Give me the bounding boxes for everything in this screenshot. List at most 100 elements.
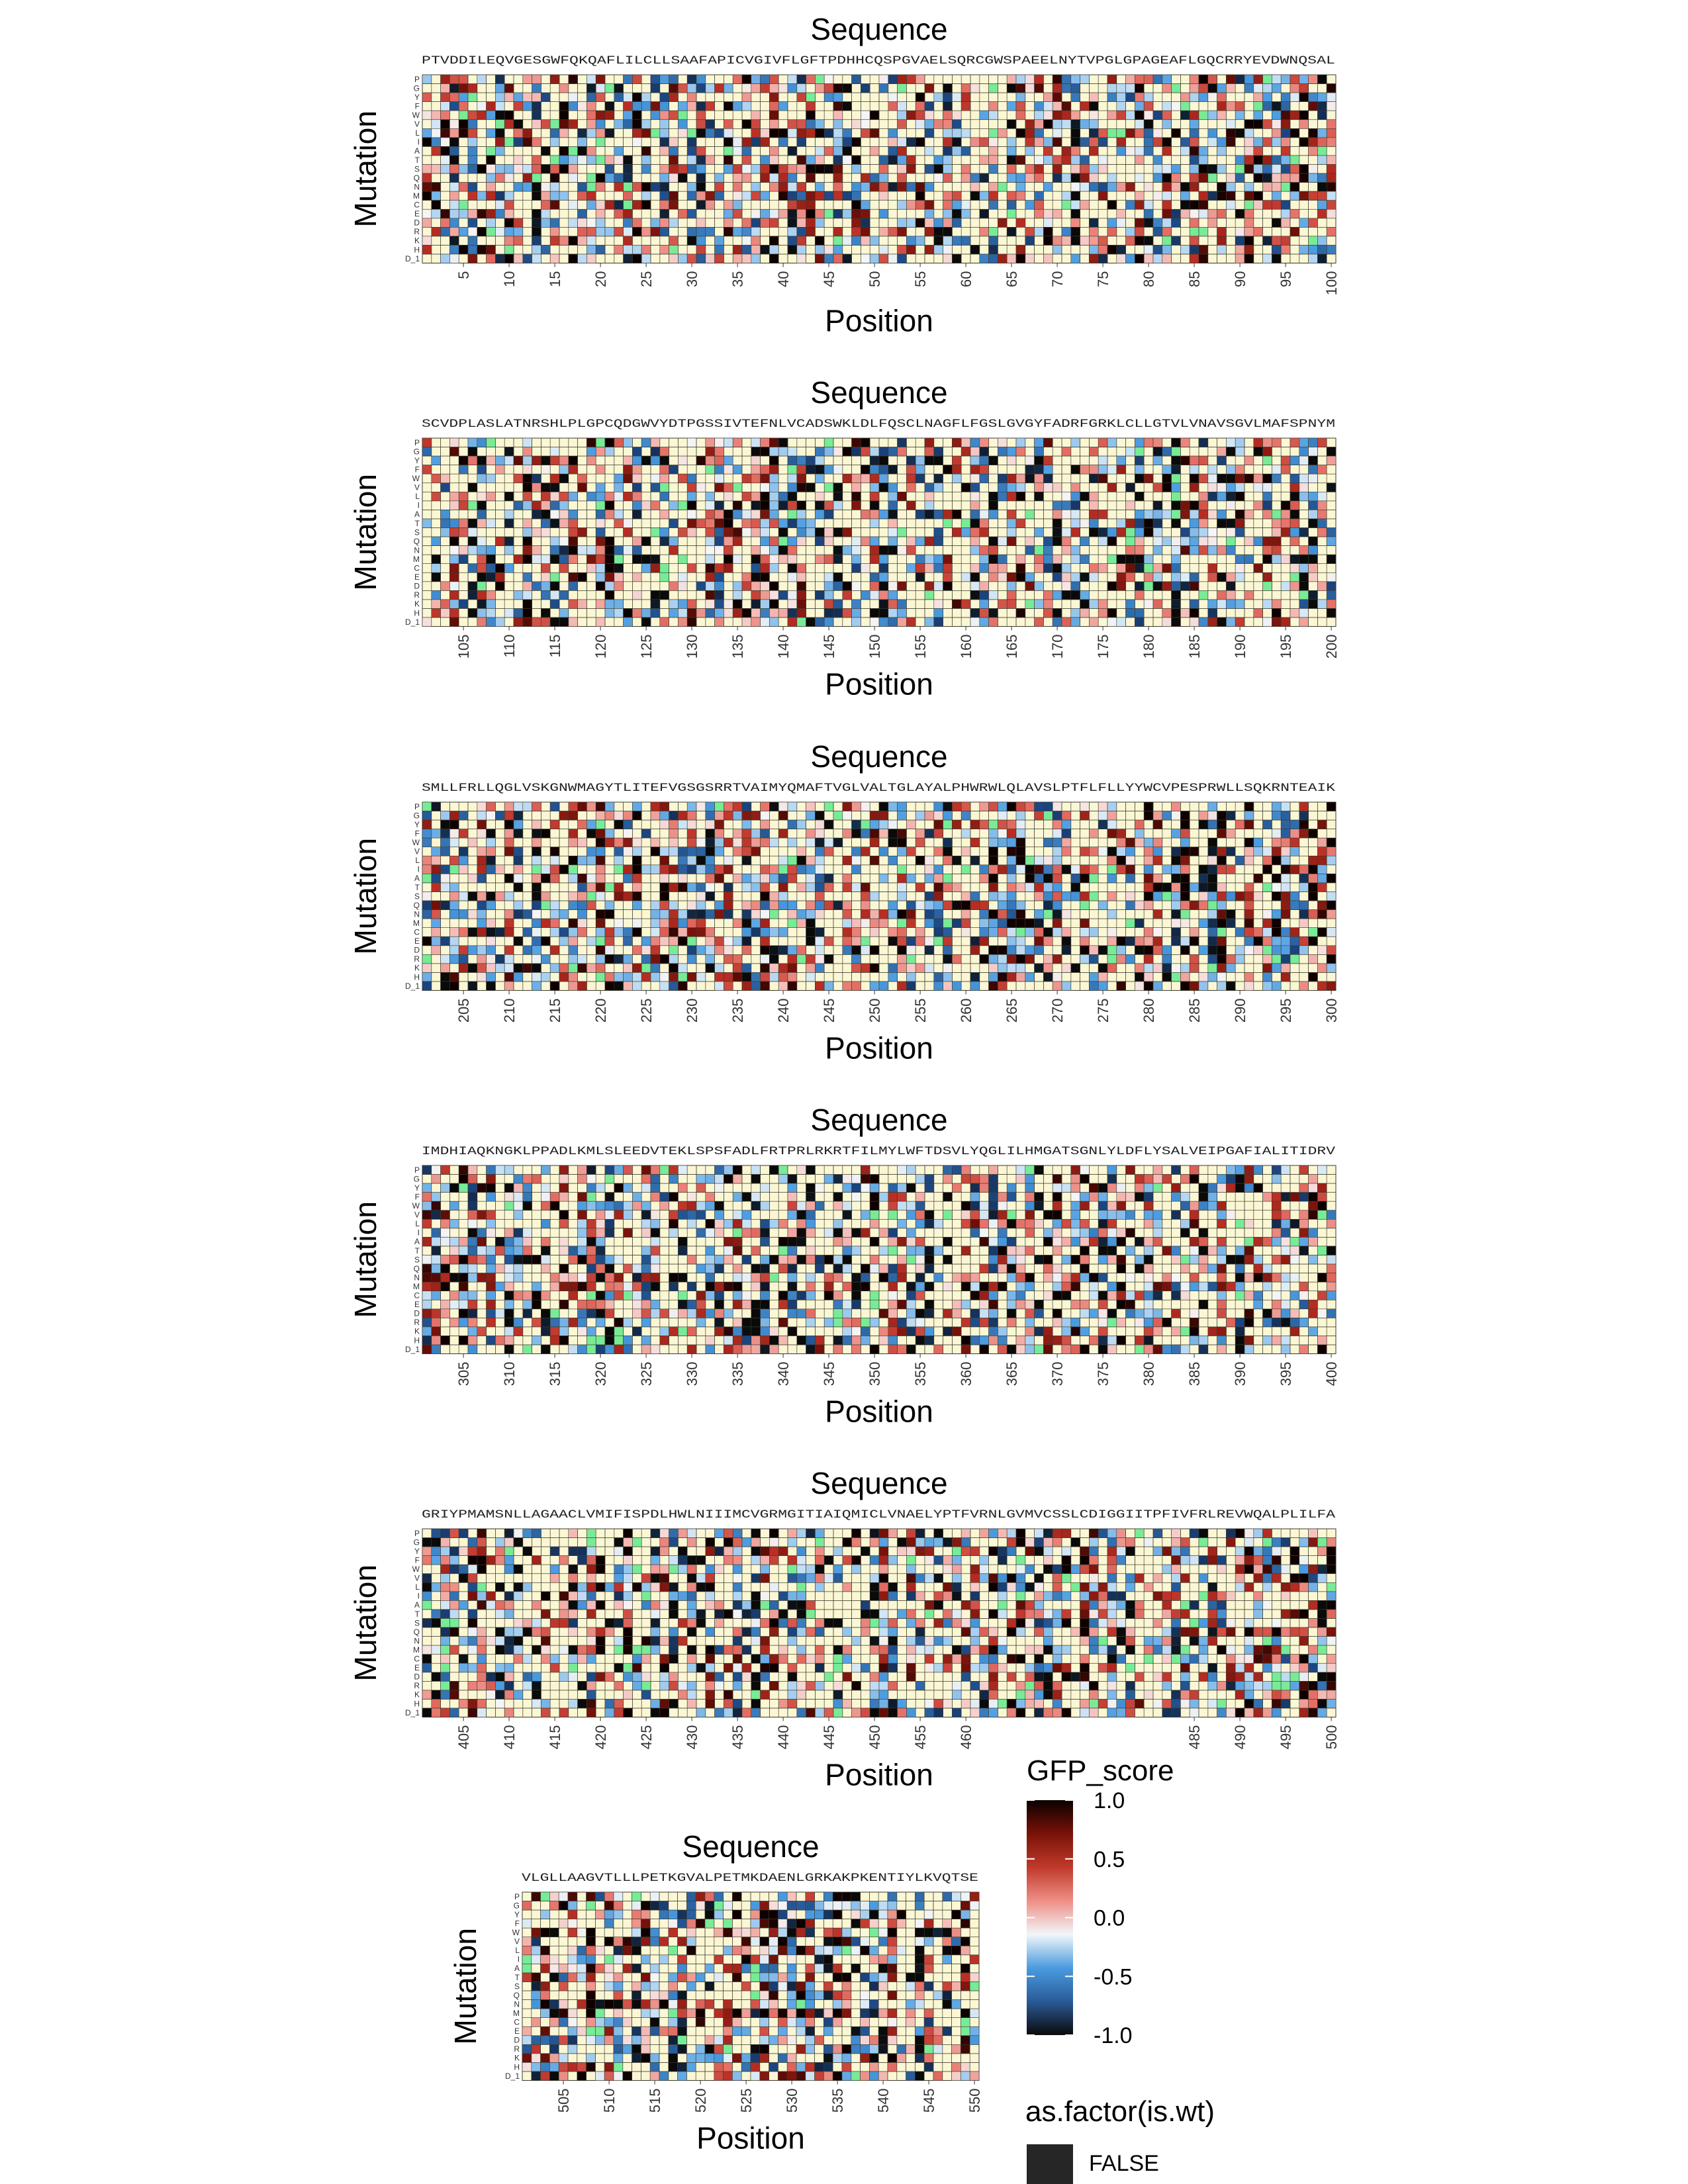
heatmap-cell xyxy=(888,491,898,502)
heatmap-cell xyxy=(970,590,980,600)
heatmap-cell xyxy=(504,563,514,573)
heatmap-cell xyxy=(586,83,596,93)
heatmap-cell xyxy=(1308,437,1318,447)
heatmap-cell xyxy=(458,491,469,502)
heatmap-cell xyxy=(760,83,770,93)
y-tick-label: T xyxy=(415,156,420,165)
heatmap-cell xyxy=(970,581,980,591)
heatmap-cell xyxy=(1226,101,1236,111)
heatmap-cell xyxy=(467,963,478,973)
heatmap-cell xyxy=(741,581,752,591)
heatmap-cell xyxy=(1006,482,1017,492)
heatmap-cell xyxy=(504,945,514,955)
heatmap-cell xyxy=(669,83,679,93)
heatmap-cell xyxy=(897,164,907,174)
x-tick-label: 145 xyxy=(821,635,837,659)
heatmap-cell xyxy=(577,882,587,892)
heatmap-cell xyxy=(1180,608,1190,618)
heatmap-cell xyxy=(869,617,880,627)
heatmap-cell xyxy=(696,581,706,591)
heatmap-cell xyxy=(1061,617,1072,627)
y-tick-label: S xyxy=(414,527,420,537)
heatmap-cell xyxy=(568,218,578,228)
heatmap-cell xyxy=(1207,536,1217,546)
heatmap-cell xyxy=(1272,554,1282,565)
heatmap-cell xyxy=(833,527,843,537)
heatmap-cell xyxy=(1326,447,1336,457)
heatmap-cell xyxy=(1015,447,1026,457)
heatmap-cell xyxy=(440,137,450,147)
heatmap-cell xyxy=(1189,518,1199,528)
heatmap-cell xyxy=(504,963,514,973)
heatmap-cell xyxy=(541,455,551,465)
heatmap-cell xyxy=(568,599,578,609)
heatmap-cell xyxy=(705,253,715,263)
heatmap-cell xyxy=(477,972,487,982)
heatmap-cell xyxy=(1162,101,1172,111)
heatmap-cell xyxy=(477,954,487,964)
heatmap-cell xyxy=(1272,510,1282,520)
heatmap-cell xyxy=(458,599,469,609)
heatmap-cell xyxy=(705,191,715,201)
panel-title: Sequence xyxy=(810,739,947,774)
heatmap-cell xyxy=(422,801,432,811)
heatmap-cell xyxy=(705,491,715,502)
heatmap-cell xyxy=(1043,590,1053,600)
heatmap-cell xyxy=(1135,74,1145,84)
heatmap-cell xyxy=(1098,164,1108,174)
heatmap-cell xyxy=(851,554,861,565)
heatmap-cell xyxy=(1207,173,1217,183)
heatmap-cell xyxy=(422,874,432,884)
heatmap-cell xyxy=(477,191,487,201)
heatmap-cell xyxy=(714,599,724,609)
heatmap-cell xyxy=(623,227,633,237)
heatmap-cell xyxy=(1034,173,1044,183)
heatmap-cell xyxy=(604,491,615,502)
heatmap-cell xyxy=(568,581,578,591)
y-tick-label: C xyxy=(414,564,420,573)
heatmap-cell xyxy=(641,128,651,138)
heatmap-cell xyxy=(769,465,779,475)
heatmap-cell xyxy=(952,527,962,537)
heatmap-cell xyxy=(988,101,998,111)
heatmap-cell xyxy=(486,837,496,848)
heatmap-cell xyxy=(705,128,715,138)
heatmap-cell xyxy=(532,837,541,848)
heatmap-cell xyxy=(595,864,606,874)
heatmap-cell xyxy=(1034,563,1044,573)
heatmap-cell xyxy=(504,608,514,618)
heatmap-cell xyxy=(705,572,715,582)
heatmap-cell xyxy=(1015,563,1026,573)
heatmap-cell xyxy=(1089,447,1099,457)
heatmap-cell xyxy=(1217,236,1227,246)
heatmap-cell xyxy=(1289,437,1300,447)
heatmap-cell xyxy=(559,236,569,246)
heatmap-cell xyxy=(467,191,478,201)
heatmap-cell xyxy=(1235,482,1245,492)
heatmap-cell xyxy=(979,545,989,555)
heatmap-cell xyxy=(1253,200,1263,210)
heatmap-cell xyxy=(1180,110,1190,120)
heatmap-cell xyxy=(1125,518,1135,528)
heatmap-cell xyxy=(559,545,569,555)
heatmap-cell xyxy=(732,164,743,174)
heatmap-cell xyxy=(1162,164,1172,174)
heatmap-cell xyxy=(724,437,733,447)
heatmap-cell xyxy=(1217,447,1227,457)
heatmap-cell xyxy=(422,182,432,192)
heatmap-cell xyxy=(943,101,953,111)
heatmap-cell xyxy=(449,900,459,910)
heatmap-cell xyxy=(741,83,752,93)
heatmap-cell xyxy=(888,253,898,263)
heatmap-cell xyxy=(568,510,578,520)
heatmap-cell xyxy=(988,491,998,502)
heatmap-cell xyxy=(1217,617,1227,627)
heatmap-cell xyxy=(1180,510,1190,520)
heatmap-cell xyxy=(614,927,624,937)
heatmap-cell xyxy=(823,245,834,255)
heatmap-cell xyxy=(796,482,806,492)
heatmap-cell xyxy=(1152,74,1163,84)
heatmap-cell xyxy=(1089,465,1099,475)
heatmap-cell xyxy=(842,83,852,93)
heatmap-cell xyxy=(1253,500,1263,510)
